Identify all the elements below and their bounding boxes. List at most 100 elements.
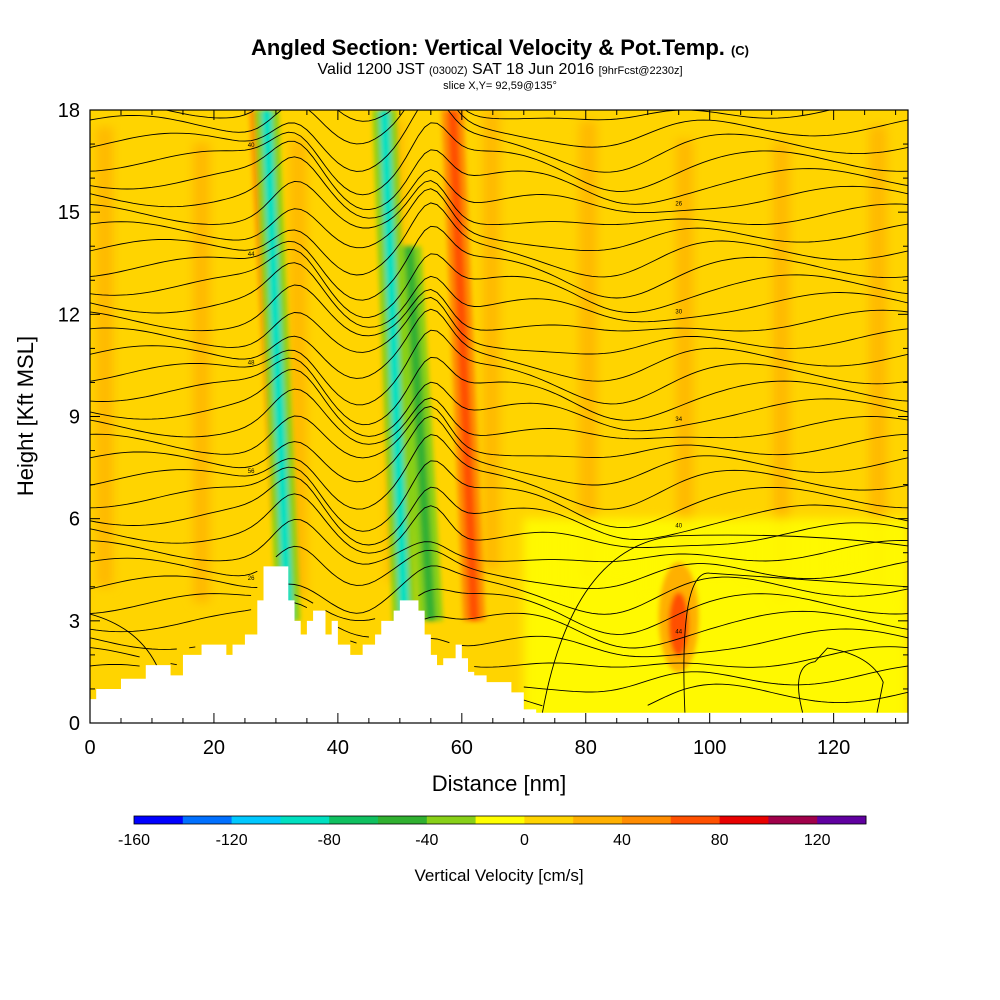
- colorbar-label: -120: [216, 832, 248, 849]
- isentrope-line: [90, 545, 908, 590]
- isentrope-line: [90, 415, 908, 486]
- downdraft-streak: [379, 110, 412, 655]
- x-axis-title: Distance [nm]: [432, 771, 567, 796]
- x-tick-label: 20: [203, 737, 225, 759]
- isentrope-line: [90, 613, 159, 669]
- isentrope-line: [90, 225, 908, 301]
- y-tick-label: 15: [58, 202, 80, 224]
- isentrope-line: [90, 122, 908, 196]
- x-tick-label: 40: [327, 737, 349, 759]
- heatmap-band: [901, 143, 908, 604]
- isentrope-line: [90, 202, 908, 278]
- colorbar-title: Vertical Velocity [cm/s]: [414, 866, 583, 885]
- contour-label: 30: [675, 309, 682, 315]
- colorbar-label: 40: [613, 832, 631, 849]
- isentrope-line: [798, 647, 884, 713]
- y-tick-label: 9: [69, 407, 80, 429]
- isentrope-line: [90, 493, 908, 554]
- y-tick-label: 6: [69, 509, 80, 531]
- title-unit: (C): [730, 43, 749, 58]
- colorbar-segment: [573, 816, 623, 824]
- x-tick-label: 0: [84, 737, 95, 759]
- isentrope-line: [90, 460, 908, 532]
- contour-labels: 44 26 40 56 34 48 30 44 26 40: [248, 143, 683, 635]
- isentrope-line: [90, 518, 908, 565]
- x-tick-label: 120: [817, 737, 850, 759]
- chart-subtitle-valid: Valid 1200 JST (0300Z) SAT 18 Jun 2016 […: [317, 61, 683, 78]
- colorbar-segment: [182, 816, 233, 824]
- isentrope-line: [90, 296, 908, 355]
- colorbar-frame: [133, 815, 867, 825]
- heatmap-band: [676, 139, 694, 600]
- colorbar-segment: [622, 816, 672, 824]
- colorbar-label: -40: [415, 832, 438, 849]
- colorbar-segment: [670, 816, 721, 824]
- isentrope-line: [90, 110, 908, 173]
- colorbar-label: -80: [318, 832, 341, 849]
- colorbar-segment: [817, 816, 867, 824]
- contour-label: 56: [248, 469, 255, 475]
- colorbar-segment: [280, 816, 330, 824]
- colorbar-segment: [426, 816, 477, 824]
- x-tick-label: 80: [575, 737, 597, 759]
- contour-label: 34: [675, 417, 682, 423]
- y-axis-title: Height [Kft MSL]: [13, 336, 38, 496]
- x-tick-label: 60: [451, 737, 473, 759]
- heatmap-band: [837, 110, 855, 570]
- isentrope-line: [90, 308, 908, 382]
- heatmap-band: [740, 118, 758, 578]
- heatmap-band: [644, 136, 662, 597]
- isentrope-line: [90, 284, 908, 337]
- isentrope-line: [90, 368, 908, 437]
- colorbar-label: 120: [804, 832, 831, 849]
- x-axis: 0 20 40 60 80 100 120: [84, 110, 897, 759]
- heatmap-band: [192, 142, 210, 603]
- heatmap-band: [160, 131, 178, 592]
- y-tick-label: 18: [58, 100, 80, 122]
- heatmap-band: [482, 110, 500, 570]
- isentrope-line: [90, 110, 908, 148]
- chart-title-block: Angled Section: Vertical Velocity & Pot.…: [0, 35, 1000, 93]
- colorbar-segment: [768, 816, 818, 824]
- downdraft-streak: [261, 110, 294, 621]
- heatmap-band: [321, 137, 339, 598]
- colorbar-segment: [134, 816, 184, 824]
- isentrope-line: [90, 565, 908, 615]
- isentrope-line: [164, 110, 833, 122]
- heatmap-band: [96, 127, 114, 587]
- terrain: [90, 566, 908, 723]
- colorbar-segment: [719, 816, 769, 824]
- y-tick-label: 0: [69, 713, 80, 735]
- heatmap-band: [353, 112, 372, 573]
- contour-label: 44: [675, 629, 682, 635]
- y-tick-label: 3: [69, 611, 80, 633]
- heatmap-band: [225, 118, 243, 579]
- isentrope-line: [90, 588, 908, 635]
- y-tick-label: 12: [58, 304, 80, 326]
- y-axis: 0 3 6 9 12 15 18: [58, 100, 908, 735]
- isentrope-line: [90, 248, 908, 318]
- isentrope-line: [90, 646, 908, 668]
- isentrope-line: [90, 663, 908, 693]
- colorbar-label: 0: [520, 832, 529, 849]
- heatmap-band: [708, 113, 726, 574]
- isentrope-line: [523, 683, 908, 707]
- colorbar-segment: [329, 816, 379, 824]
- chart-title: Angled Section: Vertical Velocity & Pot.…: [251, 35, 749, 60]
- isentrope-line: [90, 329, 908, 406]
- colorbar-segment: [231, 816, 281, 824]
- isentrope-line: [90, 188, 908, 252]
- isentrope-line: [90, 140, 908, 211]
- isentrope-line: [90, 434, 908, 510]
- isentrope-line: [541, 534, 908, 713]
- isentrope-line: [90, 180, 908, 229]
- downdraft-streak: [404, 246, 436, 621]
- colorbar-label: 80: [711, 832, 729, 849]
- colorbar-segment: [475, 816, 525, 824]
- contour-label: 40: [675, 523, 682, 529]
- updraft-streak: [447, 110, 480, 621]
- contour-label: 26: [675, 201, 682, 207]
- colorbar-segment: [524, 816, 574, 824]
- potential-temperature-contours: [90, 110, 908, 713]
